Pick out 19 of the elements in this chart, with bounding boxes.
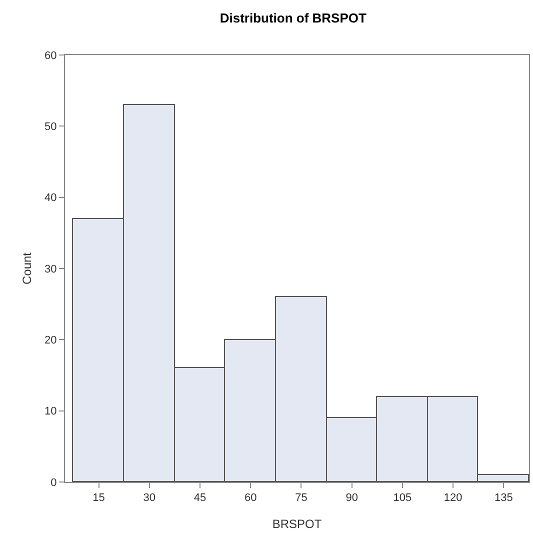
y-tick-label: 20: [44, 334, 57, 347]
y-tick-label: 60: [44, 50, 57, 62]
x-tick-label: 75: [295, 492, 308, 504]
y-tick-label: 40: [44, 192, 57, 204]
x-tick-label: 30: [143, 492, 156, 504]
x-tick-label: 135: [494, 492, 513, 504]
x-axis-title: BRSPOT: [272, 517, 322, 531]
x-tick-label: 105: [393, 492, 412, 504]
chart-title: Distribution of BRSPOT: [220, 10, 367, 26]
y-tick-label: 30: [44, 263, 57, 276]
x-tick-label: 120: [444, 492, 462, 504]
x-tick-label: 15: [92, 492, 105, 504]
y-tick-label: 50: [44, 121, 57, 134]
x-tick-label: 45: [194, 492, 206, 504]
y-axis-title: Count: [20, 252, 34, 285]
y-tick-label: 0: [50, 476, 57, 489]
x-tick-label: 90: [346, 492, 358, 504]
x-tick-label: 60: [244, 492, 257, 504]
y-tick-label: 10: [44, 406, 57, 418]
